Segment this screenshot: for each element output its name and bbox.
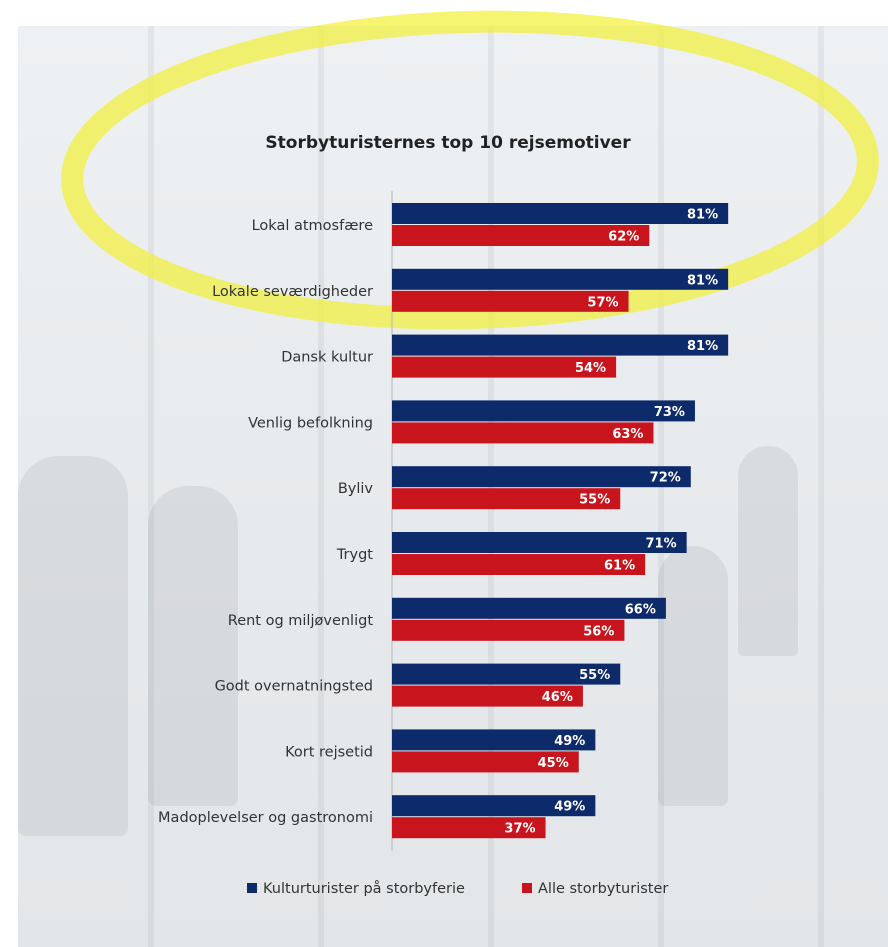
data-label: 49% bbox=[554, 734, 585, 749]
background-photo bbox=[18, 26, 888, 947]
bar-kulturturister bbox=[392, 795, 596, 817]
category-label: Lokal atmosfære bbox=[252, 218, 373, 234]
data-label: 72% bbox=[650, 471, 681, 486]
chart-title: Storbyturisternes top 10 rejsemotiver bbox=[265, 133, 631, 153]
data-label: 71% bbox=[646, 537, 677, 552]
bar-alle-storbyturister bbox=[392, 356, 617, 378]
data-label: 66% bbox=[625, 602, 656, 617]
bar-alle-storbyturister bbox=[392, 751, 579, 773]
bar-kulturturister bbox=[392, 532, 687, 553]
category-label: Madoplevelser og gastronomi bbox=[158, 810, 373, 826]
data-label: 45% bbox=[538, 756, 569, 771]
data-label: 49% bbox=[554, 800, 585, 815]
category-label: Godt overnatningsted bbox=[215, 679, 373, 695]
bar-kulturturister bbox=[392, 597, 666, 619]
data-label: 61% bbox=[604, 559, 635, 574]
category-label: Dansk kultur bbox=[281, 350, 373, 366]
bar-kulturturister bbox=[392, 334, 729, 356]
data-label: 73% bbox=[654, 405, 685, 420]
category-label: Byliv bbox=[338, 481, 374, 497]
data-label: 81% bbox=[687, 208, 718, 223]
bar-alle-storbyturister bbox=[392, 488, 621, 510]
bar-kulturturister bbox=[392, 466, 691, 488]
category-label: Trygt bbox=[336, 547, 373, 563]
data-label: 63% bbox=[612, 427, 643, 442]
highlight-marker-ellipse bbox=[61, 10, 879, 330]
legend-swatch bbox=[247, 883, 257, 893]
data-label: 81% bbox=[687, 273, 718, 288]
legend-swatch bbox=[522, 883, 532, 893]
legend-label: Alle storbyturister bbox=[538, 881, 668, 897]
data-label: 62% bbox=[608, 230, 639, 245]
bar-kulturturister bbox=[392, 663, 621, 685]
data-label: 55% bbox=[579, 668, 610, 683]
bar-alle-storbyturister bbox=[392, 290, 629, 312]
category-label: Venlig befolkning bbox=[248, 415, 373, 431]
legend-label: Kulturturister på storbyferie bbox=[263, 880, 465, 897]
bar-kulturturister bbox=[392, 268, 729, 290]
bar-alle-storbyturister bbox=[392, 685, 583, 707]
data-label: 54% bbox=[575, 361, 606, 376]
bar-kulturturister bbox=[392, 400, 695, 422]
category-label: Kort rejsetid bbox=[285, 744, 373, 760]
data-label: 56% bbox=[583, 624, 614, 639]
bar-alle-storbyturister bbox=[392, 422, 654, 444]
bar-alle-storbyturister bbox=[392, 817, 546, 839]
bar-alle-storbyturister bbox=[392, 225, 650, 246]
bar-alle-storbyturister bbox=[392, 554, 646, 575]
category-label: Rent og miljøvenligt bbox=[228, 613, 374, 629]
data-label: 57% bbox=[587, 295, 618, 310]
bar-kulturturister bbox=[392, 729, 596, 751]
data-label: 55% bbox=[579, 493, 610, 508]
bar-alle-storbyturister bbox=[392, 619, 625, 641]
bar-kulturturister bbox=[392, 203, 729, 224]
category-label: Lokale seværdigheder bbox=[212, 284, 373, 300]
data-label: 37% bbox=[504, 822, 535, 837]
data-label: 81% bbox=[687, 339, 718, 354]
data-label: 46% bbox=[542, 690, 573, 705]
